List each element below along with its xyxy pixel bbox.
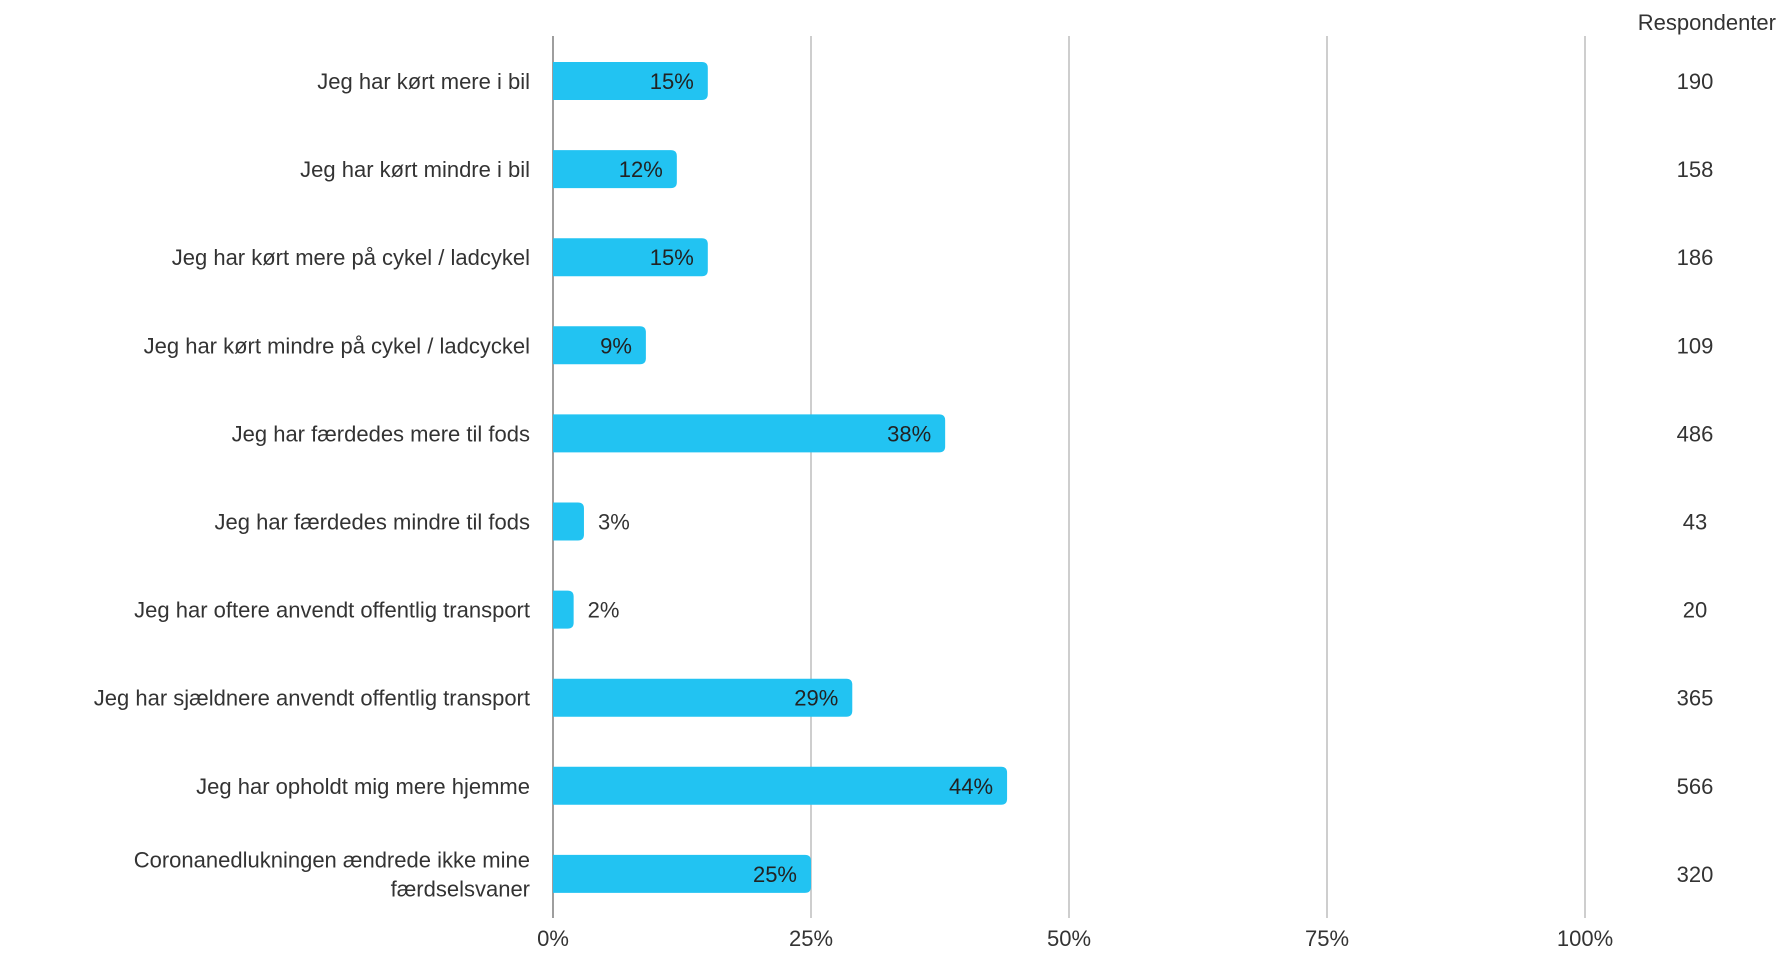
x-tick-label: 0% (537, 926, 569, 951)
bar-value-label: 15% (650, 245, 694, 270)
respondent-count: 365 (1677, 686, 1714, 711)
respondent-count: 566 (1677, 774, 1714, 799)
respondent-count: 320 (1677, 862, 1714, 887)
bar (553, 238, 708, 277)
category-label: Jeg har færdedes mindre til fods (215, 510, 531, 535)
x-tick-label: 75% (1305, 926, 1349, 951)
bar (553, 854, 811, 893)
bar-value-label: 29% (794, 686, 838, 711)
bar (553, 766, 1008, 805)
bar (553, 678, 853, 717)
category-label: Jeg har opholdt mig mere hjemme (196, 774, 530, 799)
bar-value-label: 12% (619, 157, 663, 182)
bar (553, 590, 574, 629)
bar-value-label: 2% (588, 598, 620, 623)
respondent-count: 190 (1677, 69, 1714, 94)
category-label: færdselsvaner (391, 876, 530, 901)
bars (553, 62, 1008, 893)
category-label: Jeg har kørt mindre i bil (300, 157, 530, 182)
respondent-count: 20 (1683, 598, 1707, 623)
bar (553, 502, 584, 541)
x-tick-label: 100% (1557, 926, 1613, 951)
x-tick-label: 25% (789, 926, 833, 951)
bar-value-label: 15% (650, 69, 694, 94)
x-axis-tick-labels: 0% 25% 50% 75% 100% (537, 926, 1613, 951)
respondent-count: 486 (1677, 421, 1714, 446)
category-label: Jeg har kørt mindre på cykel / ladcyckel (144, 333, 530, 358)
respondent-count: 109 (1677, 333, 1714, 358)
category-label: Jeg har oftere anvendt offentlig transpo… (134, 598, 530, 623)
category-label: Coronanedlukningen ændrede ikke mine (134, 847, 530, 872)
respondent-count: 186 (1677, 245, 1714, 270)
category-label: Jeg har kørt mere på cykel / ladcykel (172, 245, 530, 270)
x-tick-label: 50% (1047, 926, 1091, 951)
bar (553, 414, 946, 453)
respondents-header: Respondenter (1638, 10, 1776, 35)
category-label: Jeg har færdedes mere til fods (232, 421, 530, 446)
bar-value-label: 38% (887, 421, 931, 446)
respondent-count: 158 (1677, 157, 1714, 182)
bar-value-label: 9% (600, 333, 632, 358)
value-labels: 15% 12% 15% 9% 38% 3% 2% 29% 44% 25% (588, 69, 993, 887)
bar (553, 326, 646, 365)
respondent-count: 43 (1683, 510, 1707, 535)
category-labels: Jeg har kørt mere i bil Jeg har kørt mind… (94, 69, 530, 901)
bar-value-label: 44% (949, 774, 993, 799)
category-label: Jeg har kørt mere i bil (317, 69, 530, 94)
bar (553, 150, 677, 189)
category-label: Jeg har sjældnere anvendt offentlig tran… (94, 686, 530, 711)
bar-value-label: 25% (753, 862, 797, 887)
bar-value-label: 3% (598, 510, 630, 535)
bar (553, 62, 708, 100)
respondents-column: Respondenter 190 158 186 109 486 43 20 365 566 32… (1638, 10, 1776, 887)
